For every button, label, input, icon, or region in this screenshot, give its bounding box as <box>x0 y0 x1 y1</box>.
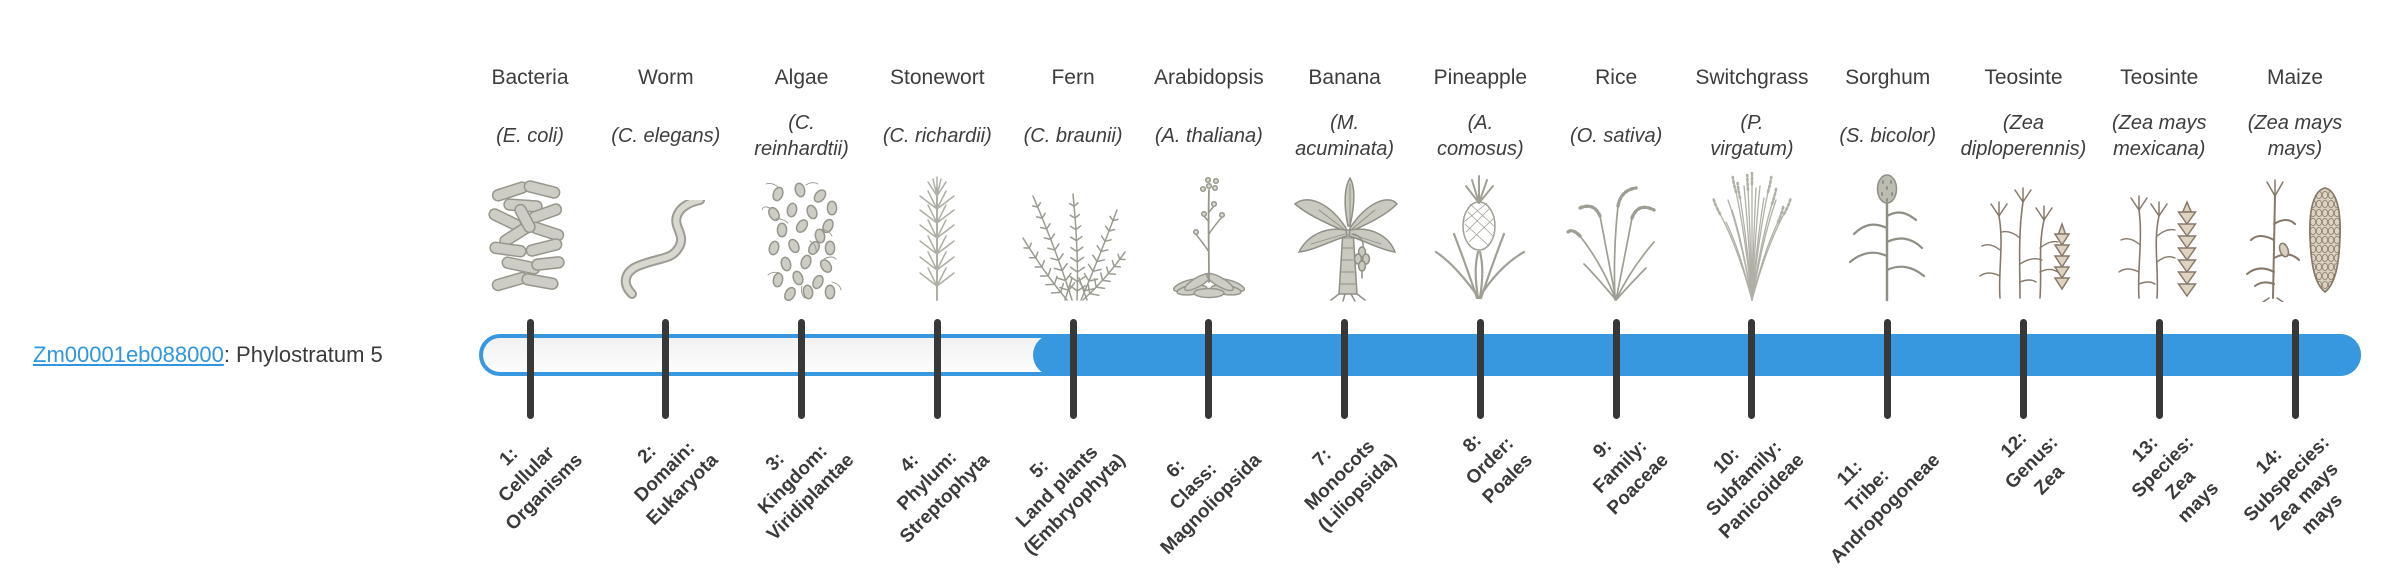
worm-icon <box>591 168 741 302</box>
organism-scientific-name: (C. richardii) <box>882 125 992 147</box>
timeline-tick <box>1205 319 1213 419</box>
phylostratum-label: 13: Species: Zea mays <box>2128 432 2224 528</box>
gene-label: Zm00001eb088000: Phylostratum 5 <box>33 341 383 369</box>
phylostratum-label: 7: Monocots (Liliopsida) <box>1301 436 1402 537</box>
organism-column: Switchgrass (P. virgatum) 10: Subfamily:… <box>1677 0 1827 580</box>
timeline-tick <box>933 319 941 419</box>
organism-common-name: Teosinte <box>2120 66 2199 89</box>
timeline-tick <box>1748 319 1756 419</box>
phylostratum-label: 11: Tribe: Andropogoneae <box>1826 449 1945 568</box>
phylostratum-label: 1: Cellular Organisms <box>494 442 587 535</box>
organism-common-name: Algae <box>774 66 829 89</box>
timeline-tick <box>526 319 534 419</box>
organism-column: Banana (M. acuminata) 7: Monocots (Lilio… <box>1270 0 1420 580</box>
organism-scientific-name: (M. acuminata) <box>1295 112 1395 160</box>
organism-column: Arabidopsis (A. thaliana) 6: Class: Magn… <box>1134 0 1284 580</box>
rice-icon <box>1541 168 1691 302</box>
phylostratum-label: 9: Family: Poaceae <box>1589 435 1673 520</box>
organism-scientific-name: (C. elegans) <box>611 125 721 147</box>
organism-common-name: Worm <box>637 66 694 89</box>
timeline-tick <box>1069 319 1077 419</box>
organism-scientific-name: (A. comosus) <box>1437 112 1524 160</box>
gene-annotation: : Phylostratum 5 <box>223 342 383 367</box>
organism-column: Algae (C. reinhardtii) 3: Kingdom: Virid… <box>727 0 877 580</box>
organism-scientific-name: (Zea diploperennis) <box>1960 112 2087 160</box>
organism-common-name: Bacteria <box>491 66 569 89</box>
organism-common-name: Pineapple <box>1433 66 1528 89</box>
organism-scientific-name: (Zea mays mexicana) <box>2112 112 2207 160</box>
maize-icon <box>2220 168 2370 302</box>
organism-scientific-name: (O. sativa) <box>1570 125 1663 147</box>
organism-scientific-name: (E. coli) <box>496 125 564 147</box>
organism-scientific-name: (P. virgatum) <box>1710 112 1794 160</box>
phylostratum-label: 6: Class: Magnoliopsida <box>1156 449 1266 559</box>
phylostratum-label: 8: Order: Poales <box>1459 430 1537 508</box>
organism-column: Sorghum (S. bicolor) 11: Tribe: Andropog… <box>1813 0 1963 580</box>
timeline-tick <box>2155 319 2163 419</box>
organism-column: Worm (C. elegans) 2: Domain: Eukaryota <box>591 0 741 580</box>
banana-icon <box>1270 168 1420 302</box>
organism-column: Bacteria (E. coli) 1: Cellular Organisms <box>455 0 605 580</box>
organism-column: Rice (O. sativa) 9: Family: Poaceae <box>1541 0 1691 580</box>
organism-common-name: Banana <box>1308 66 1381 89</box>
organism-scientific-name: (Zea mays mays) <box>2247 112 2343 160</box>
timeline-tick <box>1884 319 1892 419</box>
organism-common-name: Teosinte <box>1984 66 2063 89</box>
organism-column: Teosinte (Zea mays mexicana) 13: Species… <box>2084 0 2234 580</box>
organism-column: Pineapple (A. comosus) 8: Order: Poales <box>1405 0 1555 580</box>
organism-scientific-name: (S. bicolor) <box>1839 125 1937 147</box>
organism-common-name: Arabidopsis <box>1153 66 1264 89</box>
timeline-tick <box>1612 319 1620 419</box>
stonewort-icon <box>862 168 1012 302</box>
organism-scientific-name: (C. reinhardtii) <box>754 112 849 160</box>
pineapple-icon <box>1405 168 1555 302</box>
phylostratum-label: 4: Phylum: Streptophyta <box>893 447 994 548</box>
phylostratum-label: 10: Subfamily: Panicoideae <box>1702 436 1809 544</box>
organism-column: Maize (Zea mays mays) 14: Subspecies: Ze… <box>2220 0 2370 580</box>
phylostratum-label: 5: Land plants (Embryophyta) <box>1012 441 1130 560</box>
organism-common-name: Switchgrass <box>1695 66 1809 89</box>
organism-column: Fern (C. braunii) 5: Land plants (Embryo… <box>998 0 1148 580</box>
organism-common-name: Rice <box>1595 66 1638 89</box>
teosinte-mexicana-icon <box>2084 168 2234 302</box>
organism-common-name: Sorghum <box>1845 66 1931 89</box>
organism-scientific-name: (A. thaliana) <box>1154 125 1263 147</box>
organism-common-name: Stonewort <box>890 66 985 89</box>
teosinte-diploperennis-icon <box>1948 168 2098 302</box>
timeline-tick <box>1476 319 1484 419</box>
organism-column: Stonewort (C. richardii) 4: Phylum: Stre… <box>862 0 1012 580</box>
phylostratum-label: 12: Genus: Zea <box>1997 427 2069 500</box>
gene-id-link[interactable]: Zm00001eb088000 <box>33 342 224 367</box>
timeline-tick <box>2291 319 2299 419</box>
timeline-tick <box>1341 319 1349 419</box>
organism-common-name: Maize <box>2266 66 2324 89</box>
organism-column: Teosinte (Zea diploperennis) 12: Genus: … <box>1948 0 2098 580</box>
phylostratum-label: 3: Kingdom: Viridiplantae <box>754 440 859 546</box>
organism-common-name: Fern <box>1051 66 1095 89</box>
switchgrass-icon <box>1677 168 1827 302</box>
timeline-tick <box>2019 319 2027 419</box>
fern-icon <box>998 168 1148 302</box>
algae-icon <box>727 168 877 302</box>
bacteria-icon <box>455 168 605 302</box>
timeline-tick <box>798 319 806 419</box>
arabidopsis-icon <box>1134 168 1284 302</box>
organism-scientific-name: (C. braunii) <box>1023 125 1123 147</box>
timeline-bar-filled-segment <box>1033 334 2361 376</box>
timeline-tick <box>662 319 670 419</box>
phylostratum-label: 14: Subspecies: Zea mays mays <box>2239 432 2347 540</box>
sorghum-icon <box>1813 168 1963 302</box>
phylostratum-label: 2: Domain: Eukaryota <box>630 437 723 530</box>
